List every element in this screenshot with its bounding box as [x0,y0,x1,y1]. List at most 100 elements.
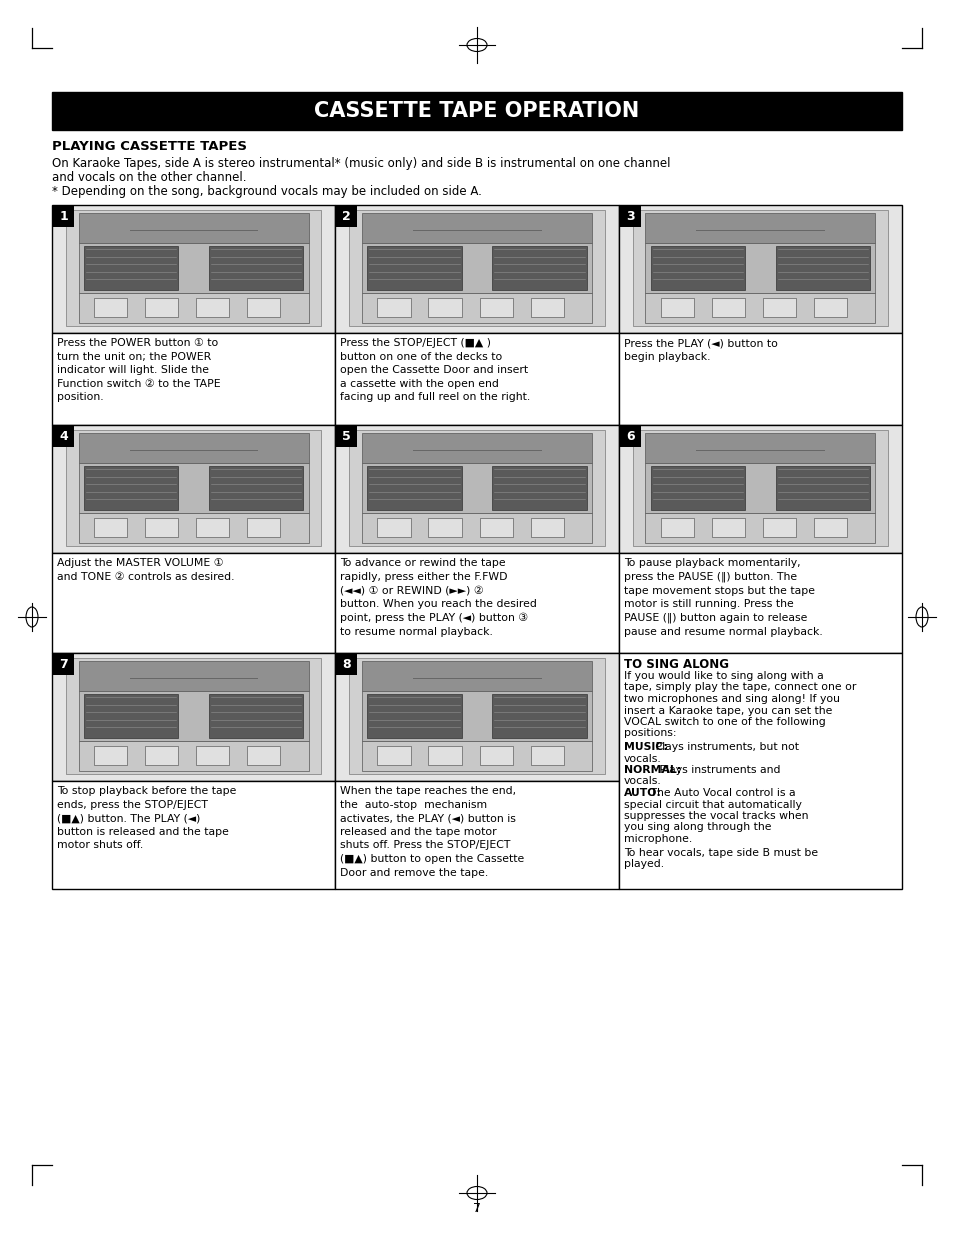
Bar [52,425,335,553]
Bar [762,298,795,317]
Bar [618,553,901,653]
Bar [377,517,410,537]
Text: 3: 3 [625,210,634,224]
Bar [209,694,303,739]
Text: tape, simply play the tape, connect one or: tape, simply play the tape, connect one … [623,683,855,693]
Text: insert a Karaoke tape, you can set the: insert a Karaoke tape, you can set the [623,705,831,715]
Bar [362,293,591,324]
Bar [336,206,357,227]
Bar [530,517,563,537]
Text: 7: 7 [473,1202,480,1215]
Bar [79,293,308,324]
Text: PLAYING CASSETTE TAPES: PLAYING CASSETTE TAPES [52,140,247,153]
Text: TO SING ALONG: TO SING ALONG [623,658,728,671]
Bar [52,205,335,333]
Text: vocals.: vocals. [623,777,660,787]
Bar [619,426,640,447]
Text: Plays instruments, but not: Plays instruments, but not [651,742,798,752]
Bar [645,293,874,324]
Bar [479,517,512,537]
Bar [428,298,461,317]
Text: microphone.: microphone. [623,834,691,844]
Bar [362,212,591,243]
Text: and vocals on the other channel.: and vocals on the other channel. [52,170,246,184]
Text: you sing along through the: you sing along through the [623,823,770,832]
Bar [428,746,461,764]
Text: Press the POWER button ① to
turn the unit on; the POWER
indicator will light. Sl: Press the POWER button ① to turn the uni… [57,338,220,403]
Bar [336,655,357,676]
Bar [362,243,591,293]
Bar [492,694,586,739]
Bar [377,746,410,764]
Text: On Karaoke Tapes, side A is stereo instrumental* (music only) and side B is inst: On Karaoke Tapes, side A is stereo instr… [52,157,670,170]
Bar [479,746,512,764]
Text: When the tape reaches the end,
the  auto-stop  mechanism
activates, the PLAY (◄): When the tape reaches the end, the auto-… [340,785,524,878]
Text: 4: 4 [59,430,68,443]
Bar [79,212,308,243]
Bar [84,246,178,290]
Bar [479,298,512,317]
Bar [145,517,178,537]
Text: played.: played. [623,860,663,869]
Bar [53,655,74,676]
Text: Press the PLAY (◄) button to
begin playback.: Press the PLAY (◄) button to begin playb… [623,338,777,362]
Text: To hear vocals, tape side B must be: To hear vocals, tape side B must be [623,847,817,857]
Bar [632,210,887,326]
Bar [94,746,127,764]
Text: The Auto Vocal control is a: The Auto Vocal control is a [646,788,795,798]
Bar [52,653,335,781]
Bar [428,517,461,537]
Bar [645,433,874,463]
Text: Adjust the MASTER VOLUME ①
and TONE ② controls as desired.: Adjust the MASTER VOLUME ① and TONE ② co… [57,558,234,582]
Bar [66,658,321,774]
Bar [632,430,887,546]
Bar [52,333,335,425]
Bar [362,661,591,692]
Bar [52,553,335,653]
Text: If you would like to sing along with a: If you would like to sing along with a [623,671,822,680]
Bar [619,206,640,227]
Bar [645,513,874,543]
Text: CASSETTE TAPE OPERATION: CASSETTE TAPE OPERATION [314,101,639,121]
Bar [362,433,591,463]
Bar [492,246,586,290]
Bar [335,425,618,553]
Bar [84,466,178,510]
Bar [247,746,280,764]
Bar [618,425,901,553]
Bar [79,463,308,513]
Text: 8: 8 [342,658,351,671]
Bar [530,298,563,317]
Text: 5: 5 [342,430,351,443]
Bar [645,243,874,293]
Text: To pause playback momentarily,
press the PAUSE (‖) button. The
tape movement sto: To pause playback momentarily, press the… [623,558,821,637]
Bar [349,210,604,326]
Text: To advance or rewind the tape
rapidly, press either the F.FWD
(◄◄) ① or REWIND (: To advance or rewind the tape rapidly, p… [340,558,537,636]
Bar [247,298,280,317]
Bar [52,781,335,889]
Bar [711,298,744,317]
Text: suppresses the vocal tracks when: suppresses the vocal tracks when [623,811,807,821]
Text: positions:: positions: [623,729,676,739]
Bar [79,433,308,463]
Bar [66,210,321,326]
Bar [362,513,591,543]
Bar [362,741,591,771]
Bar [349,430,604,546]
Bar [196,746,229,764]
Text: AUTO:: AUTO: [623,788,660,798]
Bar [209,466,303,510]
Bar [196,298,229,317]
Text: To stop playback before the tape
ends, press the STOP/EJECT
(■▲) button. The PLA: To stop playback before the tape ends, p… [57,785,236,851]
Bar [367,246,461,290]
Bar [645,463,874,513]
Bar [335,333,618,425]
Bar [79,692,308,741]
Bar [618,333,901,425]
Bar [53,206,74,227]
Bar [145,298,178,317]
Text: special circuit that automatically: special circuit that automatically [623,799,801,809]
Bar [775,466,869,510]
Bar [196,517,229,537]
Text: 7: 7 [59,658,68,671]
